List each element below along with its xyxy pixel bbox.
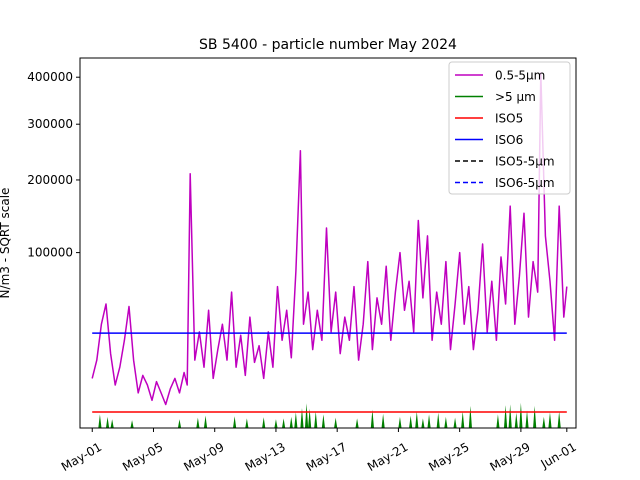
gt5um-spike — [233, 416, 237, 428]
gt5um-spike — [381, 413, 385, 428]
gt5um-spike — [282, 418, 286, 428]
legend-label: ISO5-5µm — [495, 155, 555, 169]
gt5um-spike — [370, 409, 374, 428]
gt5um-spike — [289, 416, 293, 428]
gt5um-spike — [308, 408, 312, 428]
gt5um-spike — [421, 418, 425, 428]
legend-label: ISO5 — [495, 112, 523, 126]
legend-label: ISO6 — [495, 133, 523, 147]
gt5um-spike — [105, 416, 110, 428]
gt5um-spike — [503, 405, 508, 428]
gt5um-spike — [508, 404, 512, 428]
y-tick-label: 100000 — [27, 246, 73, 260]
gt5um-spike — [274, 419, 278, 428]
x-tick-label: May-17 — [304, 440, 349, 474]
gt5um-spike — [245, 418, 249, 428]
gt5um-spike — [110, 419, 114, 428]
gt5um-spike — [300, 408, 304, 428]
series-layer — [91, 72, 568, 428]
gt5um-spike — [415, 411, 419, 428]
x-tick-label: May-13 — [243, 440, 288, 474]
gt5um-spike — [519, 402, 523, 428]
y-tick-label: 300000 — [27, 117, 73, 131]
gt5um-spike — [436, 412, 440, 428]
x-tick-label: May-01 — [59, 440, 104, 474]
x-axis-ticks: May-01 May-05 May-09 May-13 May-17 May-21 May-… — [59, 428, 579, 474]
gt5um-spike — [130, 420, 134, 428]
series-gt5um-bars — [98, 402, 561, 428]
gt5um-spike — [461, 411, 465, 428]
gt5um-spike — [203, 415, 208, 428]
gt5um-spike — [304, 403, 309, 428]
gt5um-spike — [262, 417, 266, 428]
chart-title: SB 5400 - particle number May 2024 — [199, 37, 457, 53]
y-axis-ticks: 100000 200000 300000 400000 — [27, 70, 80, 260]
series-0-5-5um-line — [91, 72, 568, 406]
legend: 0.5-5µm >5 µm ISO5 ISO6 ISO5-5µm ISO6-5µm — [448, 61, 571, 195]
x-tick-label: May-21 — [365, 440, 410, 474]
gt5um-spike — [533, 405, 537, 428]
gt5um-spike — [468, 405, 472, 428]
y-axis-label: N/m3 - SQRT scale — [0, 188, 12, 299]
gt5um-spike — [321, 414, 326, 428]
gt5um-spike — [409, 415, 413, 428]
gt5um-spike — [542, 416, 546, 428]
gt5um-spike — [177, 419, 182, 428]
x-tick-label: Jun-01 — [538, 440, 579, 472]
gt5um-spike — [398, 416, 402, 428]
y-tick-label: 200000 — [27, 173, 73, 187]
legend-label: 0.5-5µm — [495, 69, 545, 83]
legend-label: ISO6-5µm — [495, 176, 555, 190]
gt5um-spike — [314, 411, 318, 428]
legend-label: >5 µm — [495, 90, 536, 104]
x-tick-label: May-29 — [488, 440, 533, 474]
gt5um-spike — [525, 410, 529, 428]
y-tick-label: 400000 — [27, 70, 73, 84]
gt5um-spike — [294, 412, 298, 428]
x-tick-label: May-25 — [426, 440, 471, 474]
gt5um-spike — [444, 416, 448, 428]
gt5um-spike — [355, 418, 359, 428]
x-tick-label: May-05 — [120, 440, 165, 474]
plot-frame — [79, 57, 577, 429]
gt5um-spike — [557, 411, 561, 428]
gt5um-spike — [427, 414, 431, 428]
gt5um-spike — [453, 417, 457, 428]
x-tick-label: May-09 — [181, 440, 226, 474]
gt5um-spike — [334, 417, 338, 428]
gt5um-spike — [496, 414, 500, 428]
gt5um-spike — [514, 412, 518, 428]
gt5um-spike — [548, 412, 552, 428]
gt5um-spike — [196, 417, 200, 428]
gt5um-spike — [98, 414, 102, 428]
